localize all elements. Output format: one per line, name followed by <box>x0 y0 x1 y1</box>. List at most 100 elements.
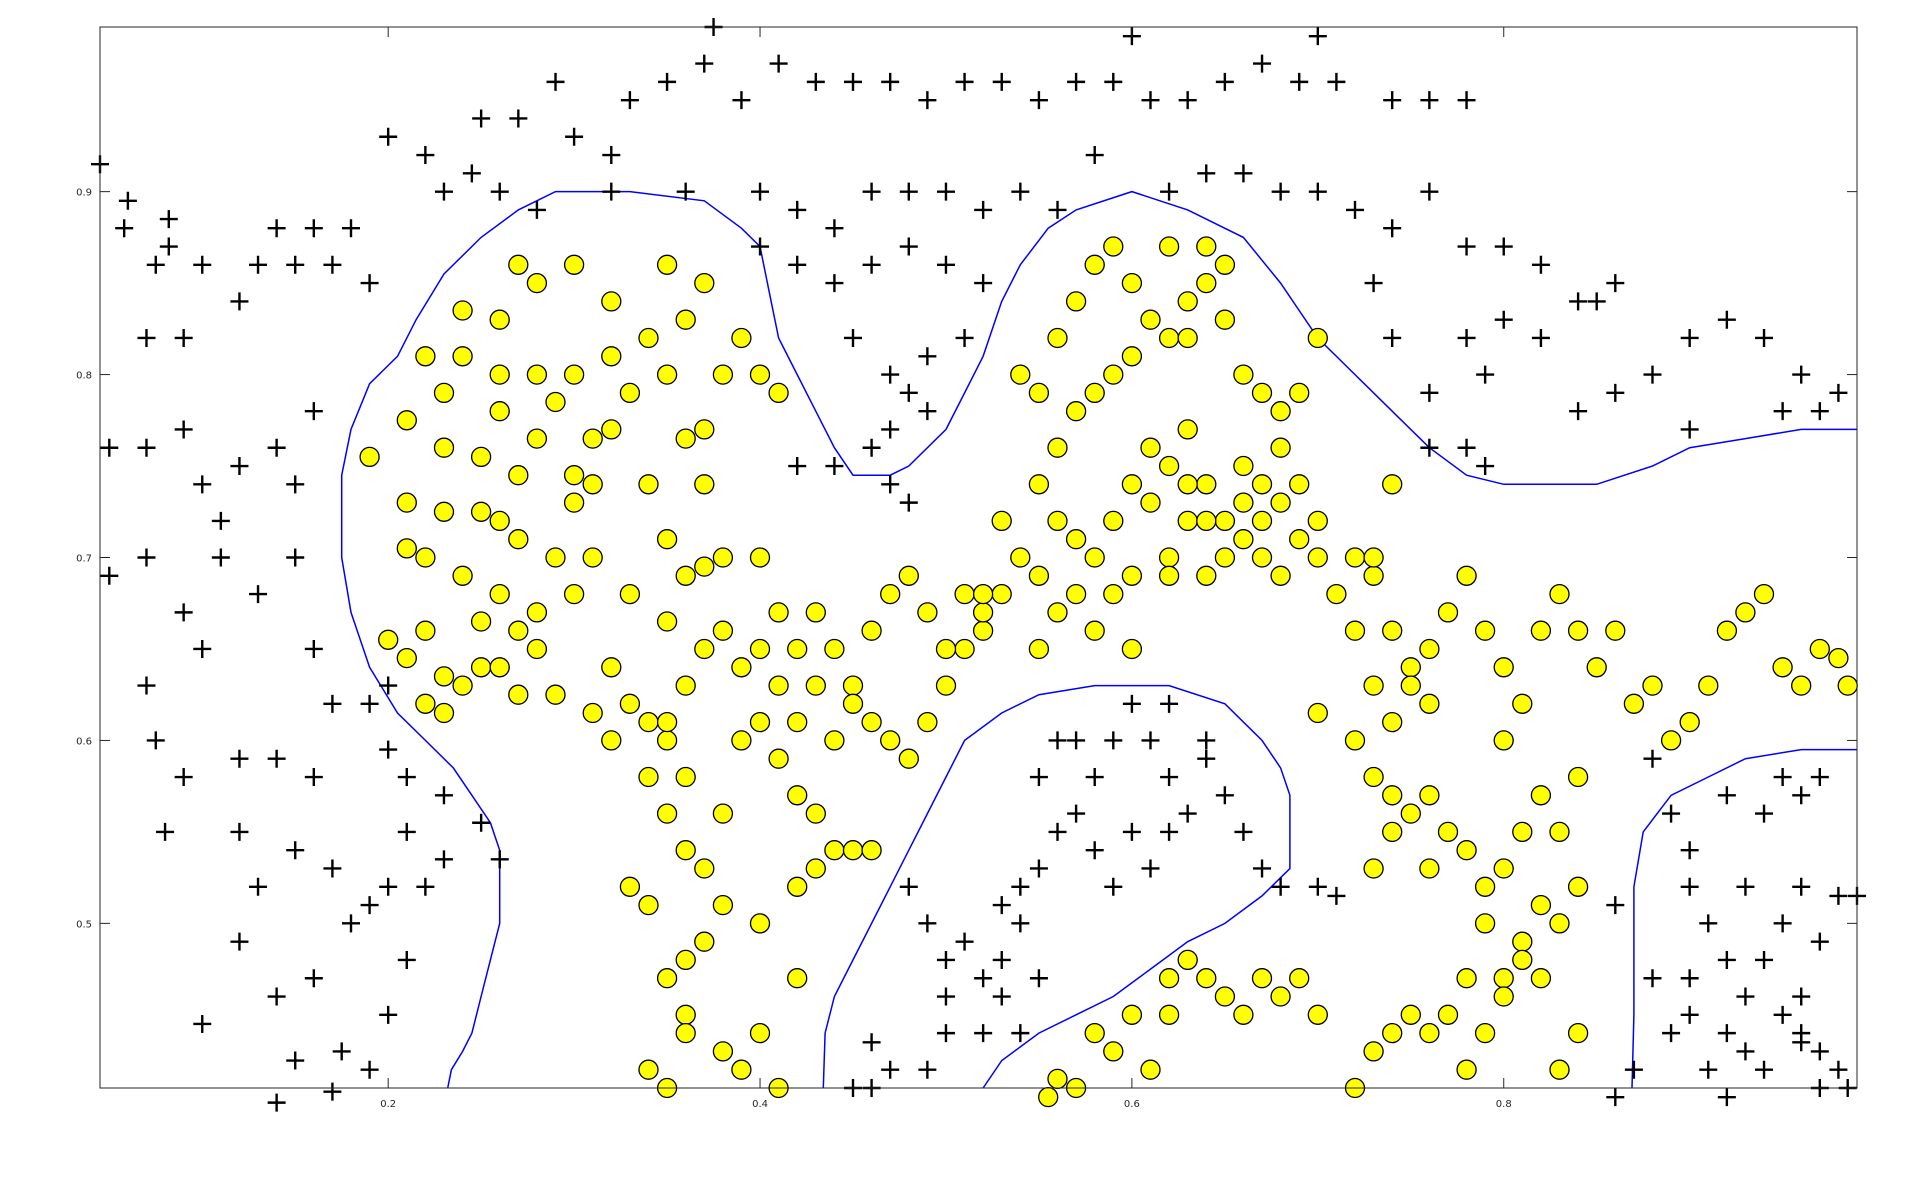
negative-point-marker <box>880 730 901 751</box>
positive-point-marker <box>1104 731 1123 750</box>
positive-point-marker <box>230 932 249 951</box>
positive-point-marker <box>1624 1060 1643 1079</box>
negative-point-marker <box>1567 876 1589 897</box>
positive-point-marker <box>1494 237 1513 256</box>
negative-point-marker <box>1233 455 1254 477</box>
negative-point-marker <box>1028 565 1050 586</box>
positive-point-marker <box>1271 182 1290 201</box>
negative-point-marker <box>656 968 678 989</box>
positive-point-marker <box>546 72 565 91</box>
positive-point-marker <box>1457 91 1476 110</box>
positive-point-marker <box>1160 182 1179 201</box>
negative-point-marker <box>1567 620 1589 641</box>
negative-point-marker <box>656 711 678 733</box>
y-tick-label: 0.5 <box>76 919 92 930</box>
negative-point-marker <box>415 346 436 367</box>
negative-point-marker <box>1251 510 1273 532</box>
negative-point-marker <box>1549 821 1570 843</box>
positive-point-marker <box>434 182 453 201</box>
negative-point-marker <box>563 492 585 513</box>
positive-point-marker <box>342 219 360 238</box>
negative-point-marker <box>1828 647 1849 669</box>
negative-point-marker <box>508 684 529 705</box>
negative-point-marker <box>712 620 734 641</box>
negative-point-marker <box>1363 675 1384 696</box>
negative-point-marker <box>675 675 696 696</box>
negative-point-marker <box>1363 766 1384 788</box>
positive-point-marker <box>1215 72 1234 91</box>
positive-point-marker <box>1810 402 1829 421</box>
negative-point-marker <box>1716 620 1738 641</box>
negative-point-marker <box>972 583 994 605</box>
negative-point-marker <box>1437 602 1459 623</box>
negative-point-marker <box>526 272 548 294</box>
negative-point-marker <box>563 465 585 486</box>
negative-point-marker <box>508 465 529 486</box>
negative-point-marker <box>526 638 548 660</box>
positive-point-marker <box>788 200 807 219</box>
positive-point-marker <box>193 639 212 658</box>
negative-point-marker <box>694 556 715 577</box>
positive-point-marker <box>379 740 398 759</box>
negative-point-marker <box>1121 474 1143 495</box>
negative-point-marker <box>1196 236 1217 257</box>
negative-point-marker <box>470 611 492 632</box>
positive-point-marker <box>249 255 268 274</box>
positive-point-marker <box>1178 804 1197 823</box>
negative-point-marker <box>489 309 510 330</box>
positive-point-marker <box>844 72 862 91</box>
negative-point-marker <box>824 840 845 861</box>
positive-point-marker <box>1104 72 1123 91</box>
positive-point-marker <box>211 511 230 530</box>
positive-point-marker <box>1476 457 1495 476</box>
positive-point-marker <box>881 1060 900 1079</box>
positive-point-marker <box>1736 987 1755 1006</box>
negative-point-marker <box>1214 510 1236 532</box>
positive-point-marker <box>899 383 918 402</box>
positive-point-marker <box>304 969 323 988</box>
negative-point-marker <box>1456 1059 1477 1080</box>
positive-point-marker <box>230 822 249 841</box>
negative-point-marker <box>1326 583 1347 605</box>
negative-point-marker <box>656 529 678 550</box>
positive-point-marker <box>862 255 881 274</box>
positive-point-marker <box>230 749 249 768</box>
positive-point-marker <box>1215 786 1234 805</box>
negative-point-marker <box>1474 876 1496 897</box>
positive-point-marker <box>490 850 509 869</box>
negative-point-marker <box>1270 401 1291 422</box>
positive-point-marker <box>1810 768 1829 787</box>
positive-point-marker <box>1122 822 1141 841</box>
positive-point-marker <box>955 328 974 347</box>
positive-point-marker <box>1494 310 1513 329</box>
negative-point-marker <box>1084 254 1105 275</box>
positive-point-marker <box>1531 255 1550 274</box>
decision-boundary-segment-2 <box>822 684 1291 1089</box>
negative-point-marker <box>638 894 659 916</box>
negative-point-marker <box>1121 1004 1143 1025</box>
negative-point-marker <box>1530 968 1552 989</box>
positive-point-marker <box>1606 383 1625 402</box>
positive-point-marker <box>1755 950 1774 969</box>
negative-point-marker <box>1196 474 1217 495</box>
positive-point-marker <box>1011 182 1030 201</box>
positive-point-marker <box>342 914 360 933</box>
negative-point-marker <box>638 711 659 733</box>
negative-point-marker <box>861 711 882 733</box>
negative-point-marker <box>675 428 696 449</box>
positive-point-marker <box>472 109 491 128</box>
positive-point-marker <box>360 896 379 915</box>
positive-point-marker <box>955 932 974 951</box>
positive-point-marker <box>1457 328 1476 347</box>
negative-point-marker <box>824 638 845 660</box>
positive-point-marker <box>974 969 993 988</box>
negative-point-marker <box>1382 620 1403 641</box>
negative-point-marker <box>694 638 715 660</box>
negative-point-marker <box>508 529 529 550</box>
positive-point-marker <box>1680 969 1699 988</box>
positive-point-marker <box>1717 950 1736 969</box>
negative-point-marker <box>805 602 826 623</box>
positive-point-marker <box>1085 768 1104 787</box>
negative-point-marker <box>489 510 510 532</box>
positive-point-marker <box>936 255 955 274</box>
